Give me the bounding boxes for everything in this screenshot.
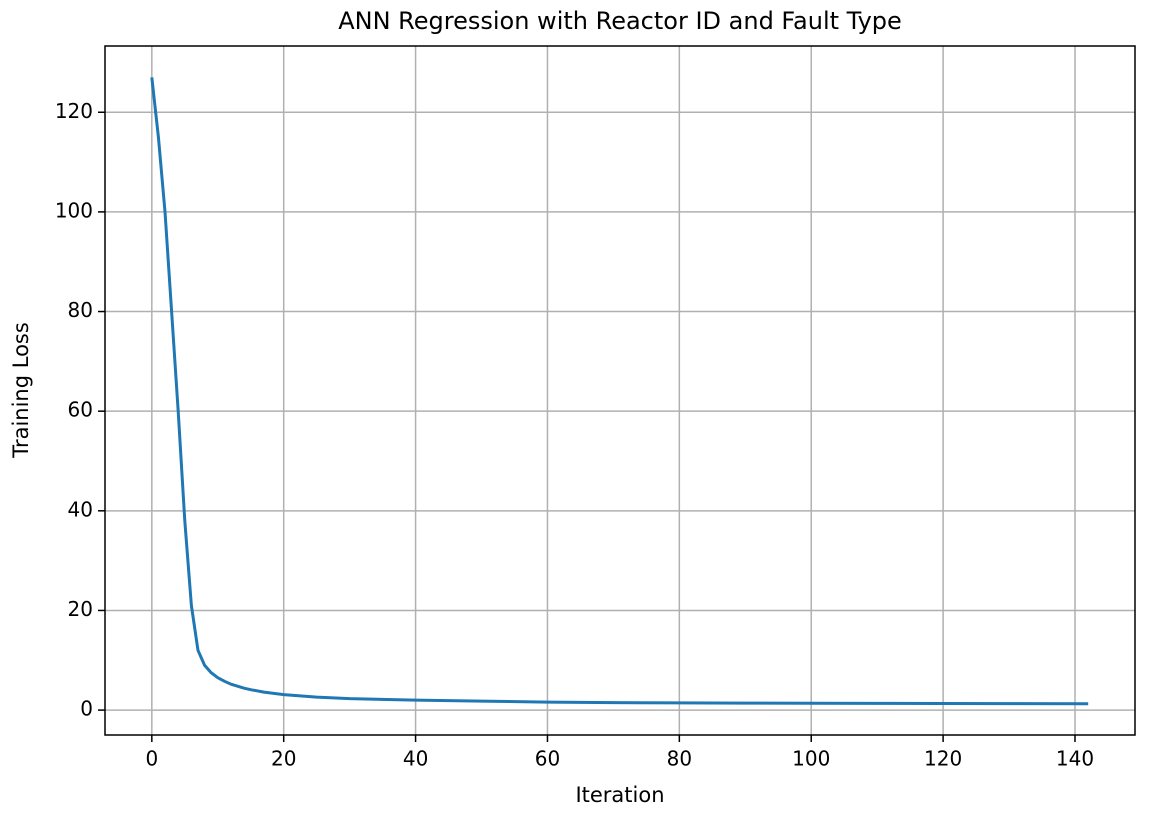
x-tick-label: 40 xyxy=(403,747,428,771)
y-tick-label: 80 xyxy=(68,298,93,322)
y-tick-label: 100 xyxy=(55,198,93,222)
x-tick-label: 140 xyxy=(1056,747,1094,771)
x-tick-label: 80 xyxy=(667,747,692,771)
data-line xyxy=(150,77,1089,706)
x-tick-label: 120 xyxy=(924,747,962,771)
y-tick-label: 40 xyxy=(68,497,93,521)
plot-frame xyxy=(104,45,1136,736)
y-axis-label: Training Loss xyxy=(9,322,33,459)
x-tick-label: 0 xyxy=(145,747,158,771)
y-tick-label: 60 xyxy=(68,398,93,422)
y-tick-label: 20 xyxy=(68,597,93,621)
chart-title: ANN Regression with Reactor ID and Fault… xyxy=(338,7,902,35)
x-tick-label: 20 xyxy=(271,747,296,771)
x-tick-label: 100 xyxy=(792,747,830,771)
x-axis-label: Iteration xyxy=(575,783,664,807)
y-tick-label: 0 xyxy=(80,697,93,721)
x-tick-label: 60 xyxy=(535,747,560,771)
y-tick-label: 120 xyxy=(55,99,93,123)
